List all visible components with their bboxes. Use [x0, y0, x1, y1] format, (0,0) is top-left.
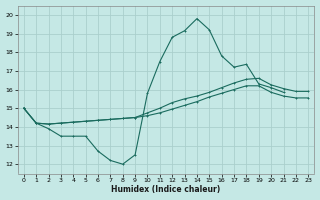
- X-axis label: Humidex (Indice chaleur): Humidex (Indice chaleur): [111, 185, 221, 194]
